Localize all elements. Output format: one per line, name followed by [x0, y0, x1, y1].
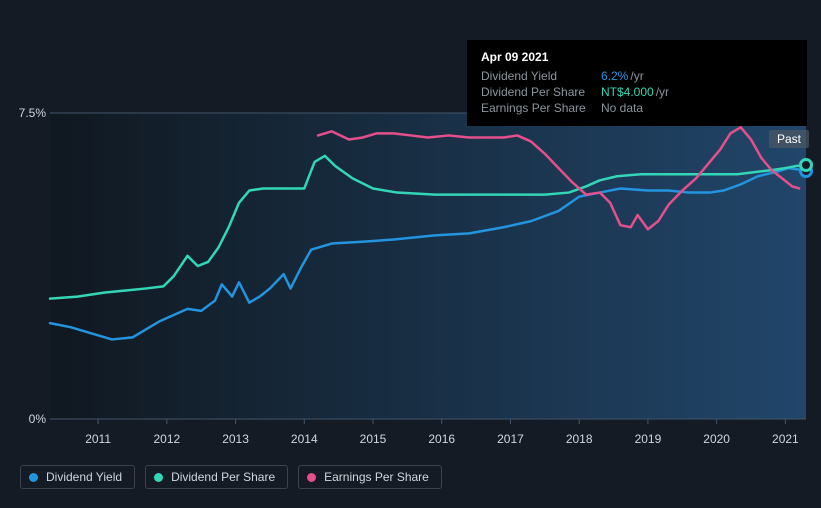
tooltip-metric-unit: /yr: [656, 85, 669, 99]
legend-label: Dividend Yield: [46, 470, 122, 484]
x-axis-tick: 2013: [222, 432, 249, 446]
tooltip-metric-unit: /yr: [630, 69, 643, 83]
tooltip-metric-value: 6.2%: [601, 69, 628, 83]
legend-item[interactable]: Earnings Per Share: [298, 465, 442, 489]
legend-item[interactable]: Dividend Per Share: [145, 465, 288, 489]
legend-label: Earnings Per Share: [324, 470, 429, 484]
legend-item[interactable]: Dividend Yield: [20, 465, 135, 489]
series-end-marker: [799, 158, 813, 172]
x-axis-tick: 2011: [85, 432, 111, 446]
x-axis-tick: 2016: [428, 432, 455, 446]
tooltip-row: Earnings Per ShareNo data: [481, 100, 793, 116]
x-axis-tick: 2018: [566, 432, 593, 446]
x-axis-tick: 2012: [153, 432, 180, 446]
chart-tooltip: Apr 09 2021 Dividend Yield6.2%/yrDividen…: [467, 40, 807, 126]
legend: Dividend Yield Dividend Per Share Earnings…: [20, 465, 442, 489]
x-axis-tick: 2017: [497, 432, 524, 446]
y-axis-label-bottom: 0%: [29, 412, 46, 426]
past-badge: Past: [769, 130, 809, 148]
tooltip-row: Dividend Yield6.2%/yr: [481, 68, 793, 84]
y-axis-label-top: 7.5%: [19, 106, 46, 120]
legend-dot-icon: [29, 473, 38, 482]
legend-label: Dividend Per Share: [171, 470, 275, 484]
tooltip-metric-label: Earnings Per Share: [481, 101, 601, 115]
legend-dot-icon: [154, 473, 163, 482]
tooltip-metric-label: Dividend Per Share: [481, 85, 601, 99]
tooltip-metric-value: No data: [601, 101, 643, 115]
tooltip-row: Dividend Per ShareNT$4.000/yr: [481, 84, 793, 100]
x-axis-tick: 2019: [635, 432, 662, 446]
x-axis-tick: 2014: [291, 432, 318, 446]
tooltip-date: Apr 09 2021: [481, 50, 793, 64]
x-axis-tick: 2020: [703, 432, 730, 446]
x-axis-tick: 2021: [772, 432, 799, 446]
tooltip-metric-label: Dividend Yield: [481, 69, 601, 83]
x-axis-tick: 2015: [360, 432, 387, 446]
tooltip-metric-value: NT$4.000: [601, 85, 654, 99]
legend-dot-icon: [307, 473, 316, 482]
